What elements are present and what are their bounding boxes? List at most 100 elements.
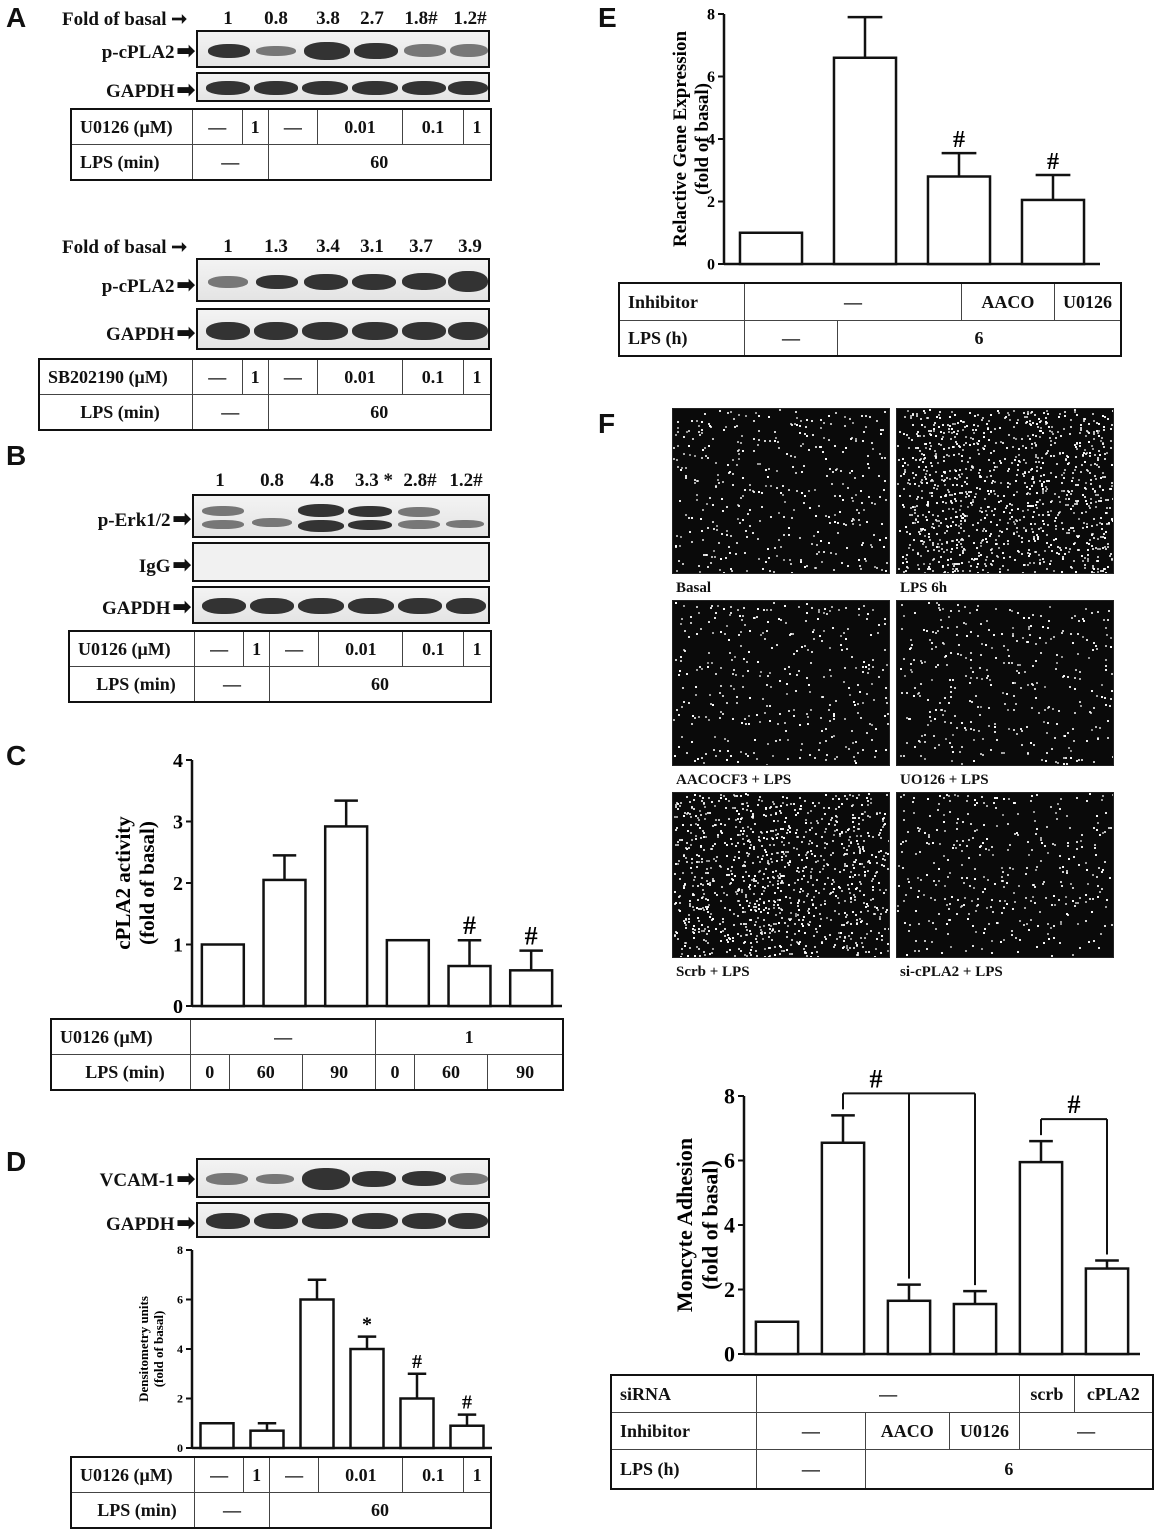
western-blot-gapdh (196, 1202, 490, 1238)
y-tick-label: 8 (177, 1243, 183, 1257)
cell: 1 (463, 630, 492, 667)
bar (832, 56, 898, 266)
y-axis-label: cPLA2 activity(fold of basal) (111, 816, 159, 950)
cell: — (193, 666, 271, 703)
panel-label-b: B (6, 440, 27, 471)
y-tick-label: 6 (707, 69, 715, 86)
cell: 60 (267, 394, 492, 431)
cell: U0126 (948, 1412, 1021, 1450)
western-blot-p-cpla2 (196, 30, 490, 68)
cell: — (756, 1449, 866, 1490)
bar-chart-f: 0 2 4 6 8 Moncyte Adhesion(fold of basal) # # (672, 1064, 1140, 1366)
row-header: Inhibitor (610, 1412, 758, 1450)
fold-value: 1.3 (264, 236, 288, 257)
fold-value: 1.2# (453, 8, 487, 29)
bar (262, 878, 307, 1008)
conditions-table: U0126 (μM) — 1 — 0.01 0.1 1 LPS (min) — … (70, 108, 492, 181)
cell: 1 (241, 358, 269, 395)
y-tick-label: 1 (173, 935, 183, 957)
bar (299, 1298, 335, 1450)
conditions-table: siRNA — scrb cPLA2 Inhibitor — AACO U012… (610, 1374, 1154, 1490)
fold-value: 1 (215, 470, 225, 491)
cell: — (192, 358, 243, 395)
conditions-table: U0126 (μM) — 1 — 0.01 0.1 1 LPS (min) — … (70, 1456, 492, 1529)
bar (323, 825, 369, 1008)
cell: 90 (301, 1054, 377, 1091)
cell: 60 (269, 666, 492, 703)
bar (199, 1422, 235, 1450)
micrograph-si-cpla2 (896, 792, 1114, 958)
significance-mark: # (1047, 149, 1059, 175)
cell: — (756, 1374, 1021, 1413)
fold-value: 2.7 (360, 8, 384, 29)
fold-value: 3.9 (458, 236, 482, 257)
cell: — (756, 1412, 866, 1450)
conditions-table: U0126 (μM) — 1 — 0.01 0.1 1 LPS (min) — … (68, 630, 492, 703)
cell: — (1019, 1412, 1154, 1450)
cell: 1 (243, 1456, 271, 1493)
cell: — (269, 630, 320, 667)
bar (349, 1347, 385, 1450)
micrograph-caption: si-cPLA2 + LPS (900, 964, 1003, 980)
y-tick-label: 6 (724, 1148, 735, 1173)
row-header: SB202190 (μM) (38, 358, 193, 395)
y-tick-label: 2 (177, 1392, 183, 1406)
bar (754, 1320, 800, 1356)
bar (926, 175, 992, 266)
y-tick-label: 6 (177, 1293, 183, 1307)
cell: — (192, 144, 269, 181)
y-tick-label: 2 (173, 873, 183, 895)
micrograph-caption: AACOCF3 + LPS (676, 772, 792, 788)
row-header: LPS (min) (70, 144, 193, 181)
arrow-right-icon: ➡ (176, 77, 195, 102)
cell: 0.01 (318, 630, 404, 667)
cell: 60 (269, 1492, 492, 1529)
cell: 0.01 (317, 358, 403, 395)
significance-mark: * (362, 1314, 372, 1336)
y-tick-label: 0 (177, 1441, 183, 1454)
y-tick-label: 8 (707, 7, 715, 24)
cell: 0.01 (318, 1456, 404, 1493)
cell: — (744, 282, 962, 321)
y-tick-label: 3 (173, 812, 183, 834)
micrograph-u0126 (896, 600, 1114, 766)
fold-value: 0.8 (260, 470, 284, 491)
cell: 90 (487, 1054, 564, 1091)
y-tick-label: 2 (707, 194, 715, 211)
arrow-right-icon: ➡ (172, 594, 191, 619)
fold-value: 3.1 (360, 236, 384, 257)
arrow-right-icon: ➡ (172, 552, 191, 577)
fold-value: 1 (223, 236, 233, 257)
cell: 0.1 (401, 358, 465, 395)
western-blot-vcam (196, 1158, 490, 1198)
fold-value: 3.7 (409, 236, 433, 257)
cell: 0.1 (402, 1456, 465, 1493)
cell: 60 (228, 1054, 303, 1091)
panel-label-f: F (598, 408, 616, 439)
row-header: Inhibitor (618, 282, 745, 321)
bar (820, 1141, 866, 1356)
fold-value: 3.3 * (355, 470, 393, 491)
cell: 1 (463, 358, 492, 395)
row-header: LPS (min) (38, 394, 193, 431)
y-tick-label: 0 (707, 257, 715, 274)
row-header: U0126 (μM) (70, 108, 193, 145)
micrograph-caption: LPS 6h (900, 580, 948, 596)
western-blot-gapdh (196, 72, 490, 102)
cell: — (193, 1456, 245, 1493)
y-tick-label: 0 (173, 996, 183, 1018)
panel-label-a: A (6, 2, 27, 33)
micrograph-lps (896, 408, 1114, 574)
bar-chart-c: 0 1 2 3 4 # # cPLA2 activity(fold of basal) (111, 750, 562, 1018)
bar (1020, 198, 1086, 266)
bar (399, 1397, 435, 1450)
blot-label-igg: IgG➡ (138, 552, 191, 577)
fold-value: 4.8 (310, 470, 334, 491)
bar (738, 231, 804, 266)
cell: 0.1 (401, 108, 465, 145)
blot-label-vcam: VCAM-1➡ (99, 1166, 195, 1191)
row-header: U0126 (μM) (50, 1018, 191, 1055)
bar (200, 943, 246, 1008)
cell: scrb (1019, 1374, 1075, 1413)
cell: 1 (243, 630, 271, 667)
